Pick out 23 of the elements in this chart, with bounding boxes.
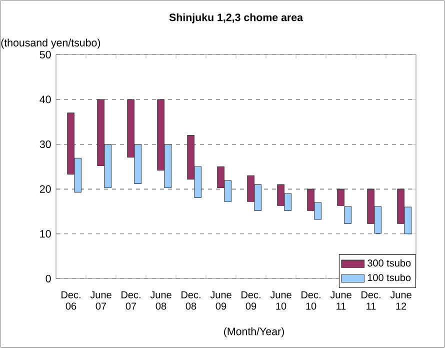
y-tick-label: 0 — [46, 274, 51, 282]
legend-label: 300 tsubo — [368, 259, 411, 267]
x-tick-label: June 08 — [150, 291, 172, 310]
x-tick-label: June 12 — [390, 291, 412, 310]
x-tick-label: June 11 — [330, 291, 352, 310]
x-tick-label: June 09 — [210, 291, 232, 310]
x-tick-label: June 07 — [90, 291, 112, 310]
x-axis-title: (Month/Year) — [224, 327, 284, 338]
x-tick-label: Dec. 06 — [62, 291, 80, 310]
legend-label: 100 tsubo — [368, 274, 411, 282]
y-axis-title: (thousand yen/tsubo) — [1, 38, 100, 49]
y-tick-label: 40 — [40, 96, 51, 104]
x-tick-label: Dec. 09 — [242, 291, 260, 310]
x-tick-label: Dec. 07 — [122, 291, 140, 310]
x-tick-label: Dec. 10 — [302, 291, 320, 310]
y-tick-label: 20 — [40, 185, 51, 193]
y-tick-label: 30 — [40, 140, 51, 148]
x-tick-label: Dec. 11 — [362, 291, 380, 310]
x-tick-label: Dec. 08 — [182, 291, 200, 310]
x-tick-label: June 10 — [270, 291, 292, 310]
chart-title: Shinjuku 1,2,3 chome area — [169, 13, 304, 24]
y-tick-label: 10 — [40, 230, 51, 238]
y-tick-label: 50 — [40, 50, 51, 58]
